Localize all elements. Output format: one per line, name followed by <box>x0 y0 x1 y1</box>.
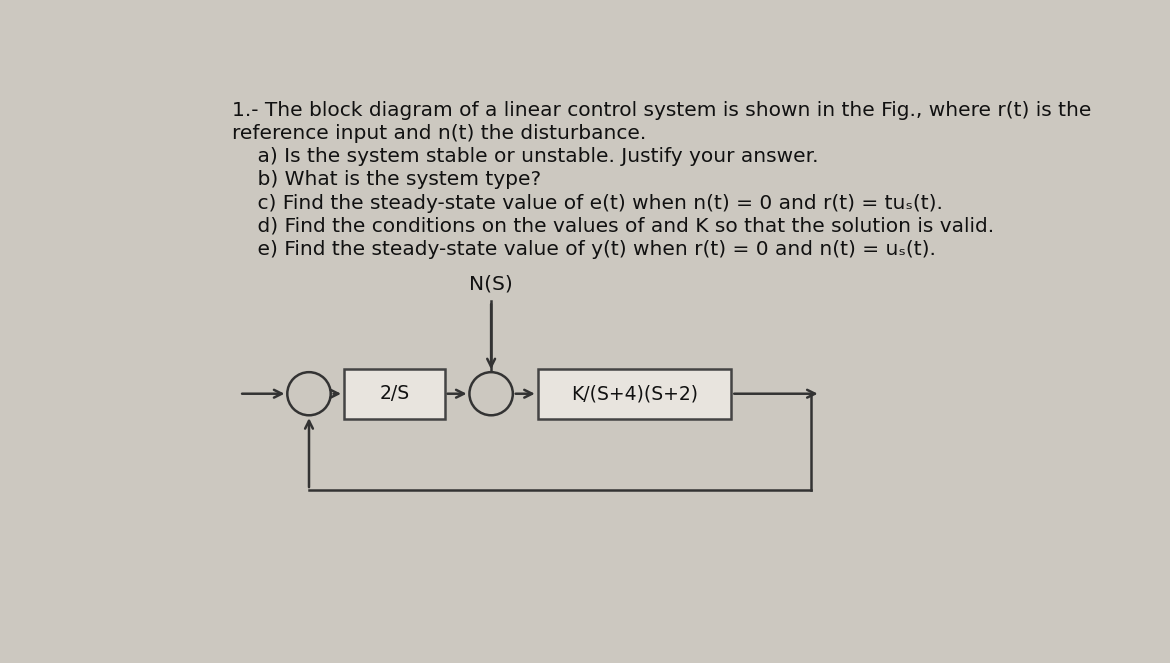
Text: N(S): N(S) <box>469 274 512 294</box>
Text: c) Find the steady-state value of e(t) when n(t) = 0 and r(t) = tuₛ(t).: c) Find the steady-state value of e(t) w… <box>232 194 942 213</box>
Text: K/(S+4)(S+2): K/(S+4)(S+2) <box>571 385 698 403</box>
Text: b) What is the system type?: b) What is the system type? <box>232 170 541 190</box>
Text: 1.- The block diagram of a linear control system is shown in the Fig., where r(t: 1.- The block diagram of a linear contro… <box>232 101 1090 120</box>
Bar <box>538 369 731 419</box>
Text: a) Is the system stable or unstable. Justify your answer.: a) Is the system stable or unstable. Jus… <box>232 147 818 166</box>
Text: e) Find the steady-state value of y(t) when r(t) = 0 and n(t) = uₛ(t).: e) Find the steady-state value of y(t) w… <box>232 240 935 259</box>
Text: reference input and n(t) the disturbance.: reference input and n(t) the disturbance… <box>232 124 646 143</box>
Bar <box>344 369 445 419</box>
Text: 2/S: 2/S <box>379 385 409 403</box>
Text: d) Find the conditions on the values of and K so that the solution is valid.: d) Find the conditions on the values of … <box>232 217 993 235</box>
